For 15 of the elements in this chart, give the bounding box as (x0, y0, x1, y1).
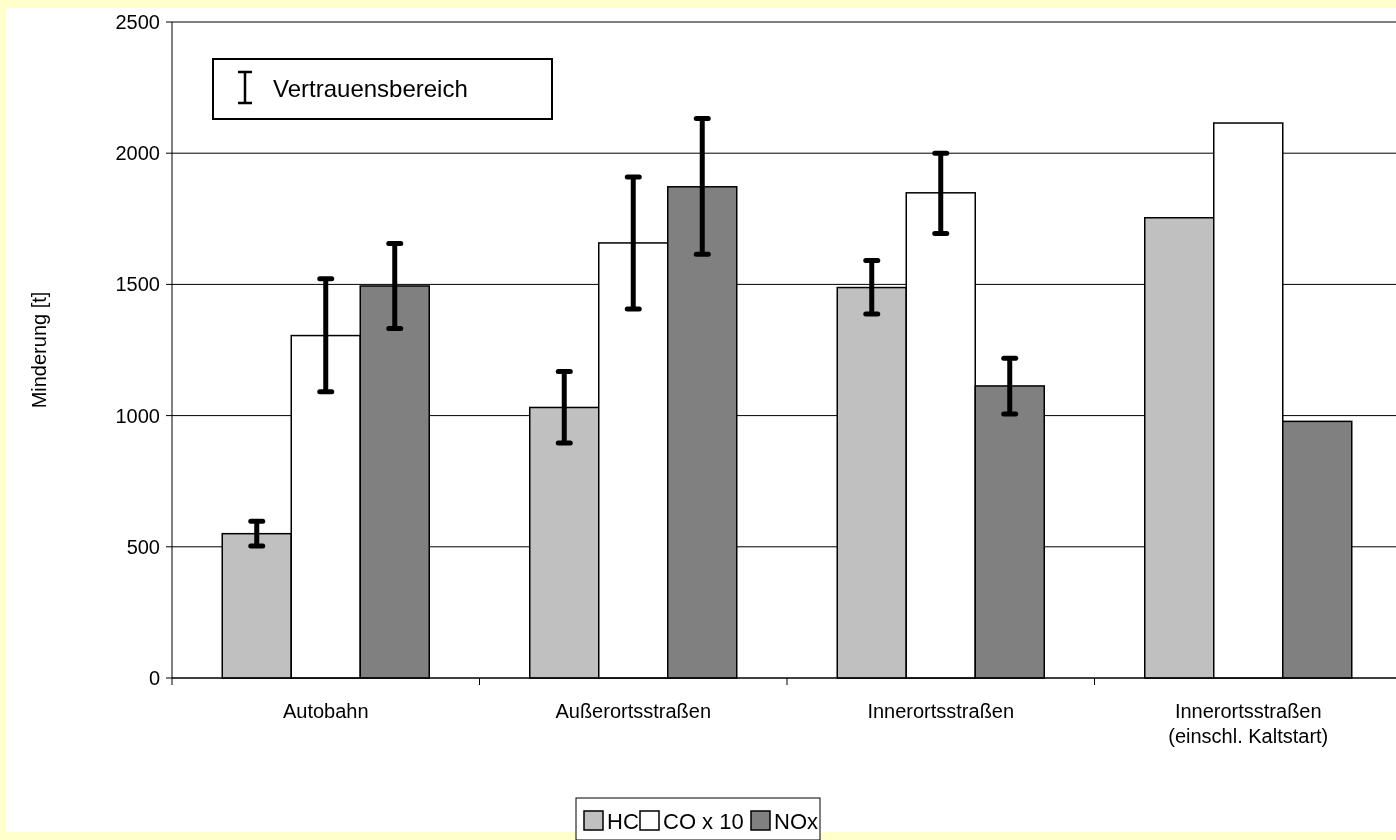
legend-label: CO x 10 (663, 809, 744, 834)
x-tick-label: Autobahn (282, 700, 369, 722)
x-tick-label: Außerortsstraßen (555, 700, 712, 722)
y-tick-label: 2500 (115, 11, 160, 33)
y-axis-title: Minderung [t] (28, 291, 50, 409)
y-tick-label: 1000 (115, 404, 160, 427)
legend-label: NOx (774, 809, 818, 834)
y-tick-label: 2000 (115, 142, 160, 165)
y-tick-label: 0 (148, 667, 160, 689)
y-tick-label: 1500 (115, 273, 160, 296)
x-tick-label: Innerortsstraßen (867, 700, 1015, 722)
y-tick-label: 500 (126, 535, 160, 558)
x-tick-label: Innerortsstraßen (einschl. Kaltstart) (1168, 700, 1329, 747)
annotation: Vertrauensbereich (273, 75, 468, 102)
legend-label: HC (607, 809, 639, 834)
